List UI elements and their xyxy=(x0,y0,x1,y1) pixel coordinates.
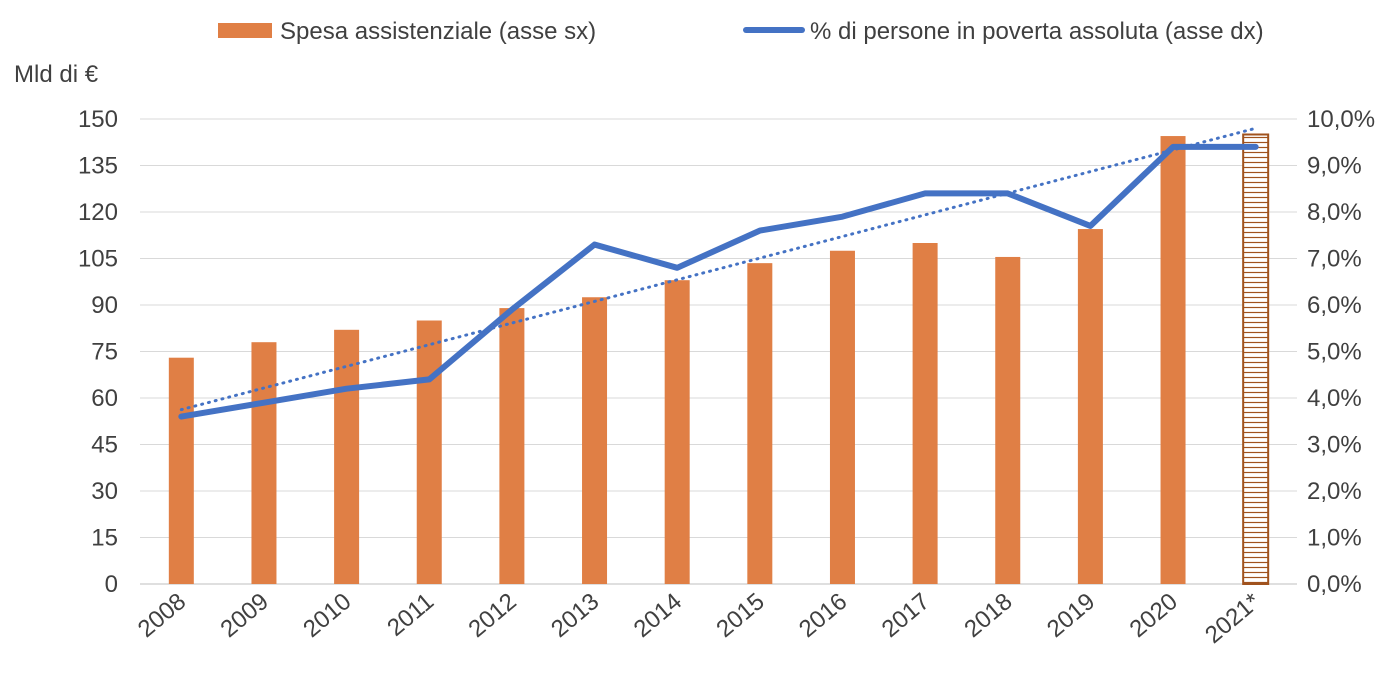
y-left-tick-labels: 0 15 30 45 60 75 90 105 120 135 150 xyxy=(78,106,118,598)
y-right-tick-label: 4,0% xyxy=(1307,385,1362,412)
bar xyxy=(1242,133,1270,585)
x-tick-labels: 2008 2009 2010 2011 2012 2013 2014 2015 2016 2017… xyxy=(133,588,1266,649)
y-left-tick-label: 15 xyxy=(91,525,118,552)
bar xyxy=(747,263,773,584)
bar xyxy=(334,329,360,584)
legend-bar-swatch xyxy=(218,23,272,38)
y-left-tick-label: 75 xyxy=(91,339,118,366)
line-point xyxy=(180,416,182,418)
bar xyxy=(168,357,194,584)
poverty-line xyxy=(178,143,1259,420)
y-left-tick-label: 45 xyxy=(91,432,118,459)
line-point xyxy=(759,230,761,232)
bar xyxy=(995,256,1021,584)
x-tick-label: 2015 xyxy=(711,588,769,643)
y-right-tick-label: 3,0% xyxy=(1307,432,1362,459)
y-right-tick-labels: 0,0% 1,0% 2,0% 3,0% 4,0% 5,0% 6,0% 7,0% 8,0% 9,0%… xyxy=(1307,106,1375,598)
line-point xyxy=(428,378,430,380)
line-point xyxy=(1172,146,1174,148)
line-point xyxy=(263,402,265,404)
x-tick-label: 2021* xyxy=(1200,588,1265,649)
bar xyxy=(499,308,525,584)
x-tick-label: 2020 xyxy=(1125,588,1183,643)
x-tick-label: 2012 xyxy=(463,588,521,643)
bar xyxy=(251,342,277,584)
bar xyxy=(912,243,938,584)
bar xyxy=(1077,229,1103,585)
trendline xyxy=(179,126,1258,412)
y-left-tick-label: 150 xyxy=(78,106,118,133)
x-tick-label: 2013 xyxy=(546,588,604,643)
line-point xyxy=(346,388,348,390)
y-left-tick-label: 0 xyxy=(105,571,118,598)
line-point xyxy=(924,192,926,194)
y-right-tick-label: 0,0% xyxy=(1307,571,1362,598)
gridlines xyxy=(140,118,1297,585)
y-left-tick-label: 105 xyxy=(78,246,118,273)
y-right-tick-label: 1,0% xyxy=(1307,525,1362,552)
y-right-tick-label: 5,0% xyxy=(1307,339,1362,366)
x-tick-label: 2009 xyxy=(216,588,274,643)
y-left-tick-label: 60 xyxy=(91,385,118,412)
bar xyxy=(582,297,608,584)
y-right-tick-label: 10,0% xyxy=(1307,106,1375,133)
x-tick-label: 2016 xyxy=(794,588,852,643)
x-tick-label: 2018 xyxy=(959,588,1017,643)
x-tick-label: 2010 xyxy=(298,588,356,643)
y-right-tick-label: 8,0% xyxy=(1307,199,1362,226)
y-right-tick-label: 2,0% xyxy=(1307,478,1362,505)
legend-line-label: % di persone in poverta assoluta (asse d… xyxy=(810,18,1264,45)
line-point xyxy=(1007,192,1009,194)
y-left-tick-label: 120 xyxy=(78,199,118,226)
y-left-axis-label: Mld di € xyxy=(14,61,99,88)
x-tick-label: 2019 xyxy=(1042,588,1100,643)
x-tick-label: 2014 xyxy=(629,588,687,643)
line-point xyxy=(511,309,513,311)
x-tick-label: 2008 xyxy=(133,588,191,643)
legend: Spesa assistenziale (asse sx) % di perso… xyxy=(218,18,1264,45)
line-point xyxy=(1255,146,1257,148)
y-right-tick-label: 7,0% xyxy=(1307,246,1362,273)
x-tick-label: 2017 xyxy=(877,588,935,643)
y-left-tick-label: 135 xyxy=(78,153,118,180)
line-point xyxy=(1089,225,1091,227)
line-series xyxy=(178,143,1259,420)
bar xyxy=(664,280,690,584)
bar xyxy=(829,250,855,584)
bar xyxy=(1160,136,1186,585)
y-right-tick-label: 6,0% xyxy=(1307,292,1362,319)
y-right-tick-label: 9,0% xyxy=(1307,153,1362,180)
bar-series xyxy=(168,133,1270,585)
trendline-path xyxy=(179,126,1258,412)
line-point xyxy=(676,267,678,269)
y-left-tick-label: 90 xyxy=(91,292,118,319)
x-tick-label: 2011 xyxy=(382,588,439,642)
line-point xyxy=(841,216,843,218)
line-point xyxy=(594,244,596,246)
bar xyxy=(416,320,442,584)
y-left-tick-label: 30 xyxy=(91,478,118,505)
legend-bar-label: Spesa assistenziale (asse sx) xyxy=(280,18,596,45)
